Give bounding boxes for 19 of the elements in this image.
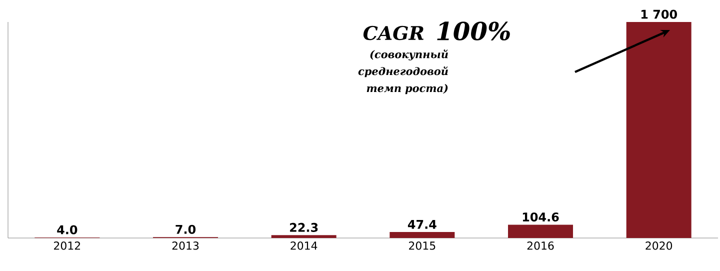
bar [508,224,574,238]
x-tick-label: 2015 [409,242,436,250]
x-tick-label: 2013 [172,242,199,250]
data-label: 22.3 [290,222,318,232]
data-label: 1 700 [641,10,677,19]
bar [390,232,455,238]
bar [271,235,336,238]
x-tick-label: 2014 [290,242,318,250]
annotation: (совокупный среднегодовой темп роста) [358,50,448,94]
data-label: 104.6 [522,212,559,222]
bar [626,22,692,238]
data-label: 7.0 [176,224,196,234]
annotation: 100% [437,22,510,40]
x-tick-label: 2020 [646,242,672,250]
data-label: 4.0 [57,225,78,234]
x-tick-label: 2012 [54,242,80,250]
data-label: 47.4 [408,220,436,229]
x-tick-label: 2016 [527,242,554,250]
annotation: CAGR [363,26,424,40]
